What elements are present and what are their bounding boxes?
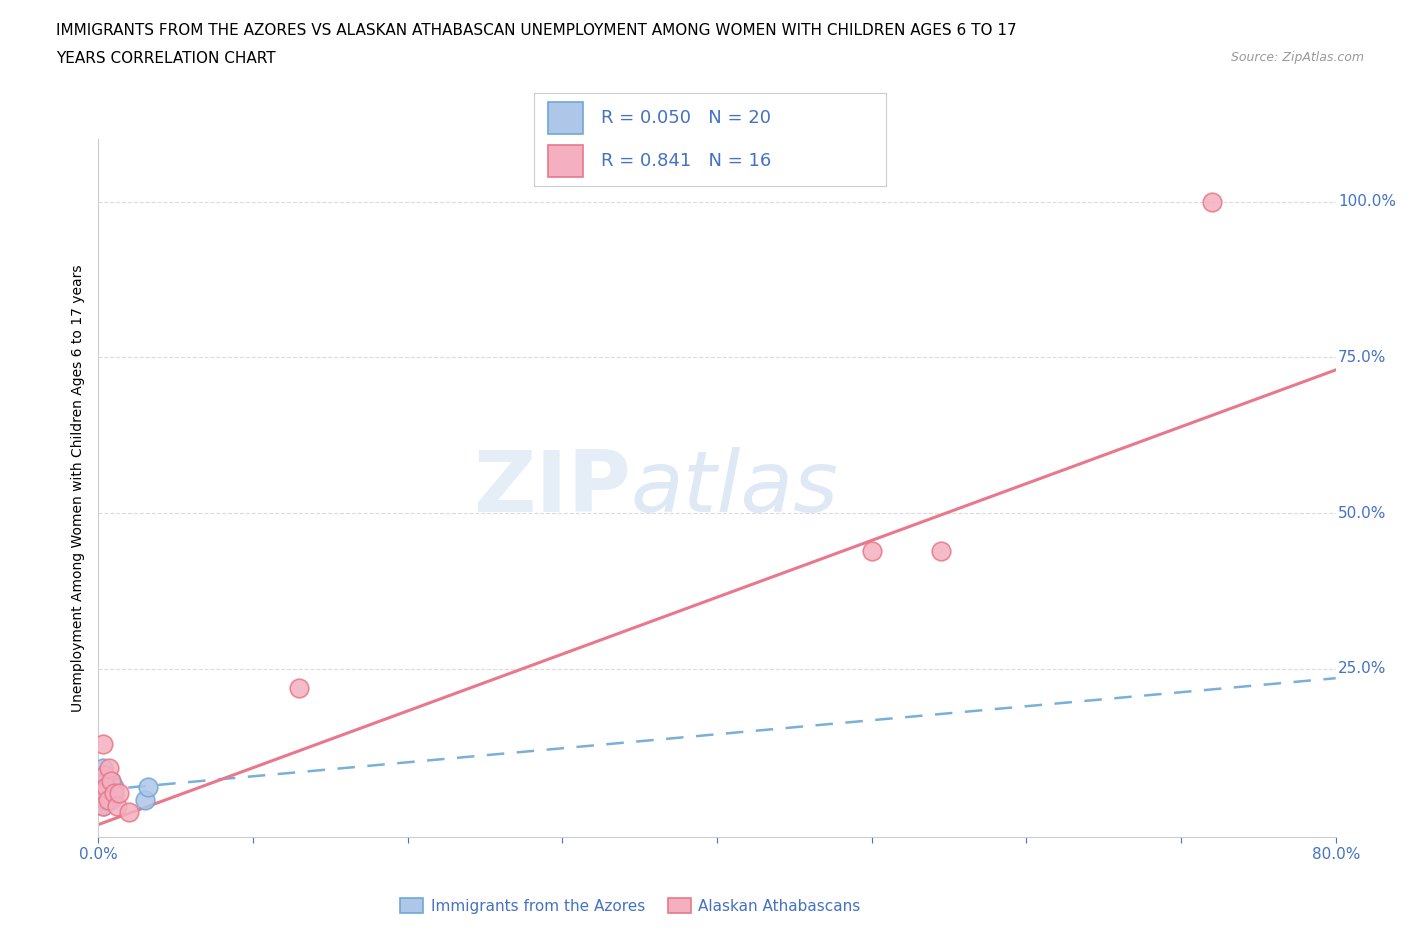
Point xyxy=(93,792,115,807)
Point xyxy=(98,786,121,801)
Point xyxy=(1201,194,1223,209)
Point xyxy=(860,543,883,558)
Point xyxy=(288,680,311,695)
Text: 50.0%: 50.0% xyxy=(1339,506,1386,521)
Point xyxy=(96,774,118,789)
Point xyxy=(91,799,114,814)
Text: R = 0.050   N = 20: R = 0.050 N = 20 xyxy=(602,109,770,127)
Point xyxy=(93,767,115,782)
Point xyxy=(97,792,120,807)
Text: YEARS CORRELATION CHART: YEARS CORRELATION CHART xyxy=(56,51,276,66)
Point xyxy=(118,804,141,819)
Text: 100.0%: 100.0% xyxy=(1339,194,1396,209)
Point xyxy=(100,774,122,789)
Point xyxy=(90,779,112,794)
Point xyxy=(100,774,122,789)
Text: atlas: atlas xyxy=(630,446,838,530)
Point xyxy=(90,767,112,782)
Text: IMMIGRANTS FROM THE AZORES VS ALASKAN ATHABASCAN UNEMPLOYMENT AMONG WOMEN WITH C: IMMIGRANTS FROM THE AZORES VS ALASKAN AT… xyxy=(56,23,1017,38)
Text: Source: ZipAtlas.com: Source: ZipAtlas.com xyxy=(1230,51,1364,64)
Point xyxy=(91,774,114,789)
Point xyxy=(91,799,114,814)
Text: R = 0.841   N = 16: R = 0.841 N = 16 xyxy=(602,152,772,170)
Point xyxy=(98,761,121,776)
Point xyxy=(96,779,118,794)
FancyBboxPatch shape xyxy=(548,145,583,177)
Point xyxy=(103,779,125,794)
Point xyxy=(90,792,112,807)
Point xyxy=(93,779,115,794)
Point xyxy=(105,799,128,814)
Point xyxy=(91,786,114,801)
Point xyxy=(91,737,114,751)
Point xyxy=(96,786,118,801)
Point xyxy=(90,786,112,801)
Point xyxy=(107,786,129,801)
Y-axis label: Unemployment Among Women with Children Ages 6 to 17 years: Unemployment Among Women with Children A… xyxy=(72,264,86,712)
Point xyxy=(97,792,120,807)
Point xyxy=(97,779,120,794)
Text: ZIP: ZIP xyxy=(472,446,630,530)
Point xyxy=(134,792,156,807)
Point xyxy=(136,779,159,794)
Legend: Immigrants from the Azores, Alaskan Athabascans: Immigrants from the Azores, Alaskan Atha… xyxy=(394,892,868,920)
Point xyxy=(101,786,124,801)
Point xyxy=(100,792,122,807)
Text: 25.0%: 25.0% xyxy=(1339,661,1386,676)
Point xyxy=(931,543,953,558)
Text: 75.0%: 75.0% xyxy=(1339,350,1386,365)
Point xyxy=(91,761,114,776)
Point xyxy=(103,786,125,801)
FancyBboxPatch shape xyxy=(548,102,583,134)
